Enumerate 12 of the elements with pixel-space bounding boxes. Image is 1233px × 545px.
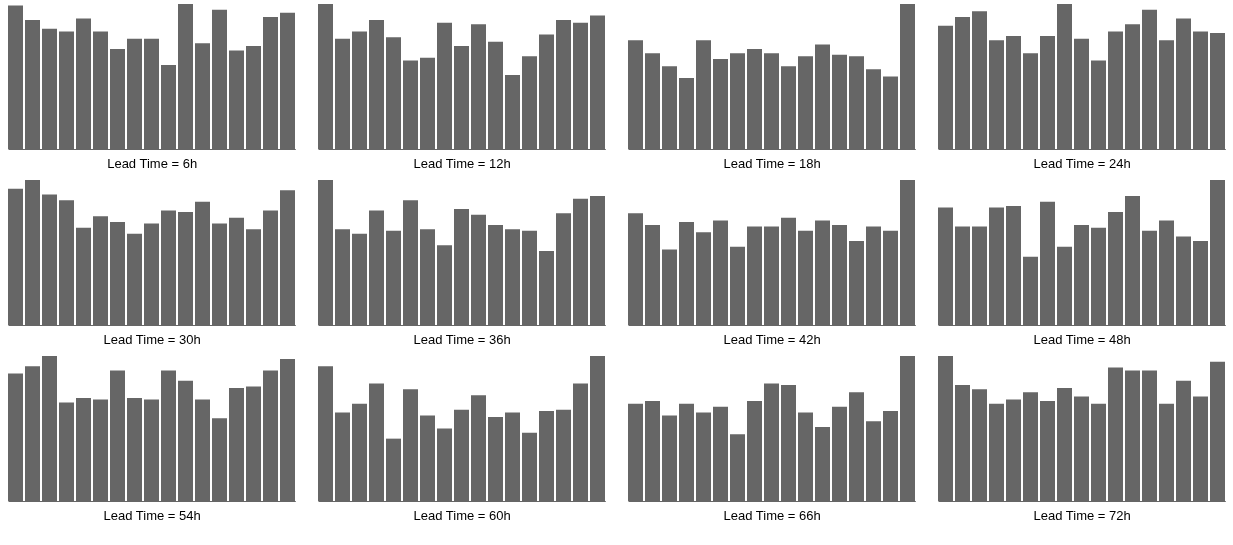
x-axis-title: Lead Time = 18h [723, 155, 821, 171]
x-axis-title: Lead Time = 48h [1033, 331, 1131, 347]
x-axis-title: Lead Time = 42h [723, 331, 821, 347]
x-axis-title: Lead Time = 12h [413, 155, 511, 171]
x-axis-title: Lead Time = 66h [723, 507, 821, 523]
x-axis-title: Lead Time = 6h [107, 155, 198, 171]
x-axis-title: Lead Time = 36h [413, 331, 511, 347]
x-axis-title: Lead Time = 30h [103, 331, 201, 347]
x-axis-title: Lead Time = 60h [413, 507, 511, 523]
x-axis-title: Lead Time = 24h [1033, 155, 1131, 171]
x-axis-title: Lead Time = 72h [1033, 507, 1131, 523]
x-axis-title: Lead Time = 54h [103, 507, 201, 523]
